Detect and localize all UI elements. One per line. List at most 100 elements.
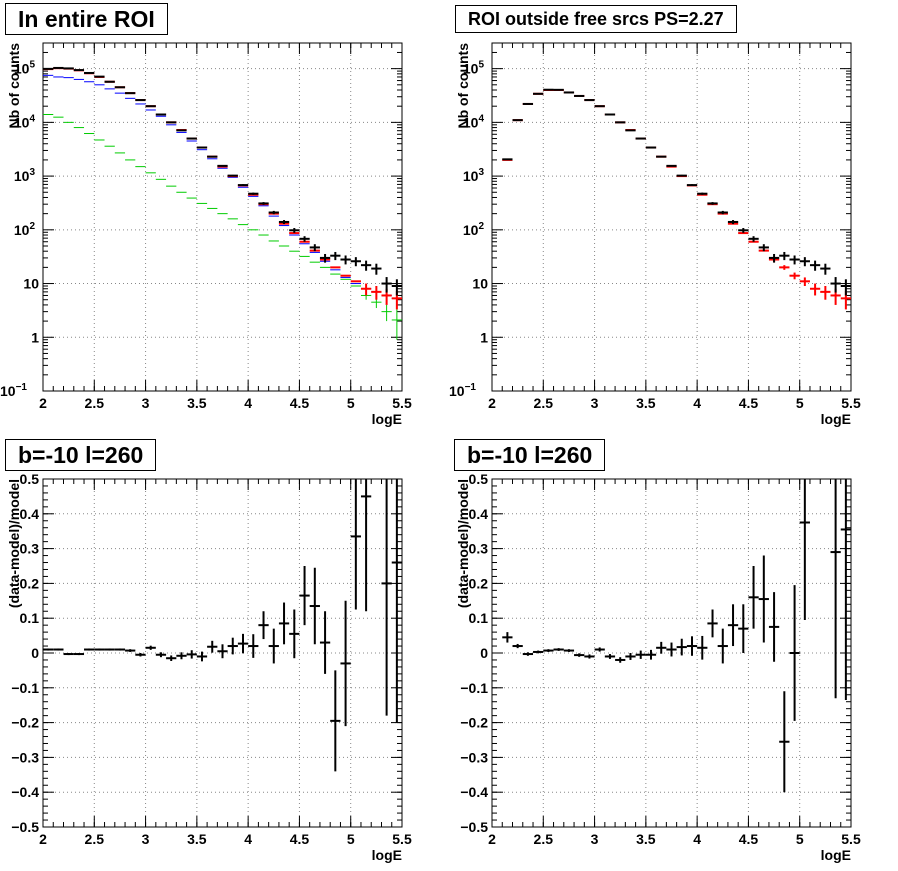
data-point [625, 653, 636, 660]
data-point [676, 174, 687, 177]
data-point [768, 592, 780, 662]
data-point [350, 479, 361, 610]
data-point [656, 641, 667, 654]
y-tick-label: 10 [23, 276, 39, 292]
x-tick-label: 4.5 [290, 395, 310, 411]
data-point [73, 653, 85, 656]
data-point [176, 652, 187, 660]
y-tick-label: −0.2 [11, 715, 39, 731]
data-point [166, 655, 177, 662]
data-point [268, 628, 279, 664]
y-axis-title: (data-model)/model [455, 479, 471, 608]
plot-frame [42, 478, 403, 828]
data-point [176, 129, 187, 132]
y-tick-label: 104 [14, 113, 36, 130]
data-point [145, 645, 156, 650]
data-point [625, 129, 636, 132]
series-4 [43, 66, 402, 296]
plot-2: 2 2.5 3 3.5 4 4.5 5 5.5 10−1 1 10 102 103 104 105 logE N… [449, 42, 861, 427]
data-point [340, 255, 351, 265]
x-tick-label: 2 [39, 831, 47, 847]
data-point [319, 253, 331, 263]
data-point [371, 263, 382, 275]
plot-1: 2 2.5 3 3.5 4 4.5 5 5.5 10−1 1 10 102 103 104 105 logE N… [0, 42, 412, 427]
data-point [799, 479, 810, 620]
x-tick-label: 3.5 [636, 831, 656, 847]
data-point [248, 192, 259, 195]
data-point [738, 228, 749, 233]
x-tick-label: 3 [591, 831, 599, 847]
series-1 [43, 479, 402, 772]
data-point [799, 257, 810, 267]
x-tick-label: 3.5 [636, 395, 656, 411]
data-point [686, 636, 698, 656]
x-tick-label: 3.5 [187, 395, 207, 411]
data-point [707, 609, 718, 638]
x-tick-label: 2 [39, 395, 47, 411]
data-point [135, 653, 146, 657]
y-tick-label: 0 [31, 645, 39, 661]
data-point [779, 691, 790, 793]
data-point [779, 265, 790, 270]
data-point [155, 652, 167, 658]
x-axis-title: logE [821, 847, 851, 863]
data-point [278, 602, 290, 645]
data-point [533, 650, 544, 654]
chart-title-1: In entire ROI [5, 3, 168, 35]
data-point [727, 604, 739, 647]
data-point [522, 652, 534, 656]
y-tick-label: 102 [14, 221, 36, 238]
series-2 [502, 88, 851, 296]
y-tick-label: 102 [463, 221, 485, 238]
x-tick-label: 3 [142, 831, 150, 847]
data-point [758, 555, 769, 643]
plot-frame [42, 42, 403, 392]
data-point [217, 644, 228, 659]
data-point [186, 137, 197, 140]
data-point [543, 649, 554, 652]
data-point [360, 260, 372, 271]
y-tick-label: −0.2 [460, 715, 488, 731]
data-point [53, 648, 64, 651]
y-tick-label: −0.5 [460, 819, 488, 835]
data-point [789, 585, 800, 721]
chart-title-2: ROI outside free srcs PS=2.27 [455, 5, 737, 33]
data-point [237, 184, 249, 187]
x-axis-title: logE [372, 411, 402, 427]
x-tick-label: 5.5 [392, 831, 412, 847]
y-tick-label: 0.2 [469, 575, 489, 591]
data-point [666, 164, 677, 167]
x-tick-label: 5 [796, 831, 804, 847]
y-tick-label: 10−1 [449, 382, 476, 399]
y-tick-label: 1 [480, 329, 488, 345]
data-point [268, 210, 279, 215]
data-point [563, 649, 575, 652]
y-tick-label: −0.1 [460, 680, 488, 696]
data-point [809, 283, 821, 296]
x-tick-label: 3 [142, 395, 150, 411]
plot-frame [491, 478, 852, 828]
y-tick-label: 0.3 [469, 541, 489, 557]
data-point [768, 253, 780, 263]
data-point [830, 479, 841, 699]
y-axis-title: Nb of counts [6, 43, 22, 129]
data-point [217, 164, 228, 167]
data-point [502, 632, 513, 643]
y-tick-label: −0.1 [11, 680, 39, 696]
series-3 [43, 67, 402, 310]
x-tick-label: 4.5 [739, 395, 759, 411]
data-point [299, 236, 310, 242]
data-point [248, 634, 259, 658]
data-point [196, 146, 208, 149]
data-point [748, 566, 759, 629]
data-point [114, 648, 126, 651]
data-point [676, 638, 687, 656]
x-tick-label: 5.5 [841, 395, 861, 411]
data-point [686, 184, 698, 187]
y-tick-label: 0.5 [469, 471, 489, 487]
series-1 [43, 74, 402, 299]
y-tick-label: −0.4 [460, 784, 488, 800]
data-point [779, 251, 790, 261]
x-axis-title: logE [821, 411, 851, 427]
